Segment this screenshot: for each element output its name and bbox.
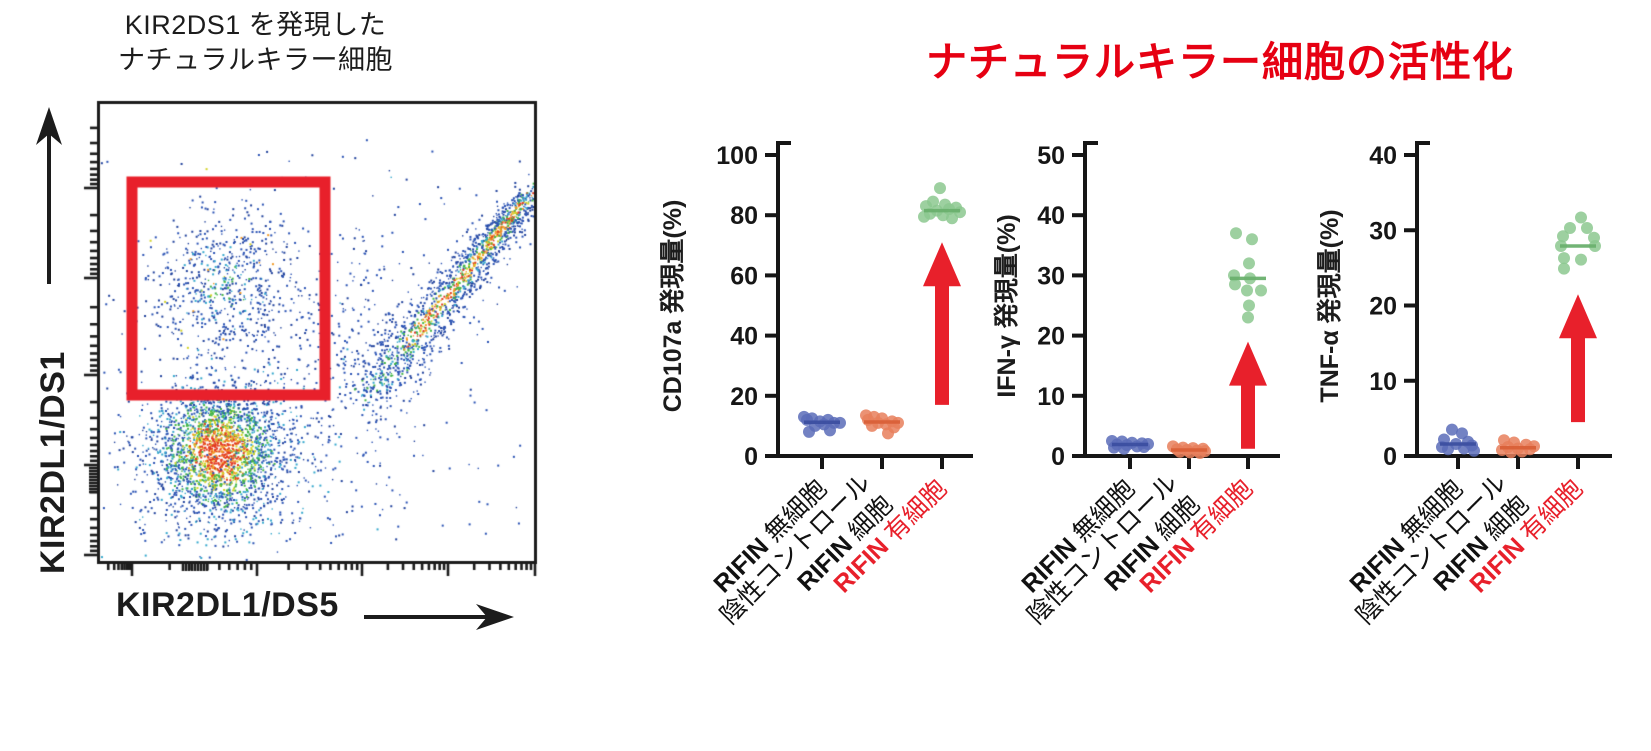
y-tick-label: 40 [1369, 142, 1397, 170]
activation-panel-title: ナチュラルキラー細胞の活性化 [926, 39, 1514, 85]
data-point [1229, 278, 1241, 291]
dot-group-0 [798, 410, 846, 438]
data-point [1564, 221, 1576, 234]
data-point [1446, 423, 1458, 436]
y-tick-label: 60 [730, 262, 758, 290]
flow-plot-title-line1: KIR2DS1 を発現した [124, 10, 387, 40]
data-point [1558, 262, 1570, 275]
y-tick-label: 50 [1037, 142, 1065, 170]
data-point [1243, 257, 1255, 270]
y-tick-label: 30 [1037, 262, 1065, 290]
chart-y-axis-label: CD107a 発現量(%) [659, 200, 687, 413]
dot-group-2 [1555, 211, 1601, 275]
data-point [1246, 233, 1258, 246]
increase-arrow [1229, 341, 1267, 449]
y-tick-label: 100 [716, 142, 758, 170]
flow-plot-title: KIR2DS1 を発現した ナチュラルキラー細胞 [88, 8, 423, 78]
y-tick-label: 40 [1037, 202, 1065, 230]
data-point [1558, 252, 1570, 265]
y-tick-label: 30 [1369, 217, 1397, 245]
data-point [1442, 443, 1454, 456]
data-point [1242, 311, 1254, 324]
data-point [1456, 427, 1468, 440]
y-axis-arrow-icon [36, 107, 62, 284]
data-point [824, 424, 836, 437]
y-tick-label: 10 [1037, 383, 1065, 411]
data-point [1241, 284, 1253, 297]
data-point [1575, 211, 1587, 224]
data-point [1581, 221, 1593, 234]
y-tick-label: 10 [1369, 368, 1397, 396]
data-point [1468, 444, 1480, 457]
data-point [1255, 284, 1267, 297]
y-tick-label: 80 [730, 202, 758, 230]
y-tick-label: 0 [744, 443, 758, 471]
y-tick-label: 0 [1383, 443, 1397, 471]
increase-arrow [1559, 294, 1597, 423]
y-tick-label: 20 [1037, 323, 1065, 351]
y-tick-label: 0 [1051, 443, 1065, 471]
dot-group-2 [1228, 227, 1267, 324]
data-point [946, 212, 958, 225]
flow-y-axis-label: KIR2DL1/DS1 [34, 351, 72, 574]
chart-y-axis-label: TNF-α 発現量(%) [1316, 209, 1344, 402]
data-point [1557, 230, 1569, 243]
dot-group-2 [918, 182, 966, 225]
y-tick-label: 40 [730, 323, 758, 351]
flow-cytometry-plot [78, 93, 550, 593]
chart-y-axis-label: IFN-γ 発現量(%) [993, 214, 1021, 397]
x-axis-arrow-icon [364, 604, 514, 630]
data-point [1138, 440, 1150, 453]
data-point [1230, 227, 1242, 240]
flow-plot-title-line2: ナチュラルキラー細胞 [118, 45, 393, 75]
data-point [1575, 253, 1587, 266]
dot-group-1 [860, 409, 904, 440]
y-tick-label: 20 [730, 383, 758, 411]
dot-group-0 [1436, 423, 1480, 457]
data-point [918, 210, 930, 223]
data-point [882, 427, 894, 440]
increase-arrow [923, 242, 961, 405]
flow-x-axis-label: KIR2DL1/DS5 [116, 586, 339, 624]
data-point [803, 425, 815, 438]
data-point [1243, 299, 1255, 312]
data-point [934, 182, 946, 195]
y-tick-label: 20 [1369, 293, 1397, 321]
